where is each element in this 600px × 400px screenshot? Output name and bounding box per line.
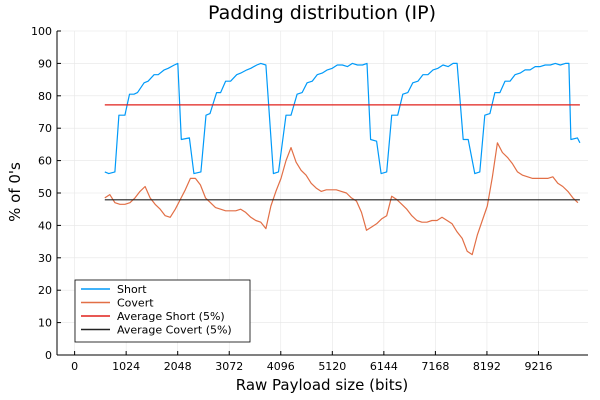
y-tick-label: 60 [38, 155, 52, 168]
y-tick-label: 40 [38, 219, 52, 232]
x-tick-label: 7168 [421, 360, 449, 373]
legend-box [74, 279, 251, 343]
y-tick-label: 90 [38, 57, 52, 70]
y-tick-label: 100 [31, 25, 52, 38]
x-tick-label: 9216 [524, 360, 552, 373]
legend-label-covert: Covert [117, 297, 154, 310]
legend-label-average-short-5: Average Short (5%) [117, 310, 225, 323]
x-tick-label: 6144 [370, 360, 398, 373]
chart-title: Padding distribution (IP) [208, 2, 436, 24]
x-tick-label: 1024 [112, 360, 140, 373]
tick-labels: 0 1024 2048 3072 4096 5120 6144 7168 8192 9216 0 10… [31, 25, 552, 373]
x-tick-label: 2048 [164, 360, 192, 373]
y-tick-label: 20 [38, 284, 52, 297]
legend-label-average-covert-5: Average Covert (5%) [117, 324, 232, 337]
axes [56, 30, 588, 356]
x-axis-label: Raw Payload size (bits) [236, 376, 409, 394]
y-tick-label: 0 [45, 349, 52, 362]
plot-area [104, 62, 581, 256]
series-line-short [104, 62, 581, 175]
x-tick-label: 3072 [215, 360, 243, 373]
x-tick-label: 8192 [473, 360, 501, 373]
x-tick-label: 4096 [267, 360, 295, 373]
y-tick-label: 30 [38, 252, 52, 265]
legend-label-short: Short [117, 283, 147, 296]
x-tick-label: 5120 [318, 360, 346, 373]
y-tick-label: 80 [38, 90, 52, 103]
y-tick-label: 10 [38, 317, 52, 330]
x-tick-label: 0 [71, 360, 78, 373]
y-tick-label: 50 [38, 187, 52, 200]
y-tick-label: 70 [38, 122, 52, 135]
y-axis-label: % of 0's [6, 162, 24, 222]
series-line-covert [104, 142, 579, 256]
